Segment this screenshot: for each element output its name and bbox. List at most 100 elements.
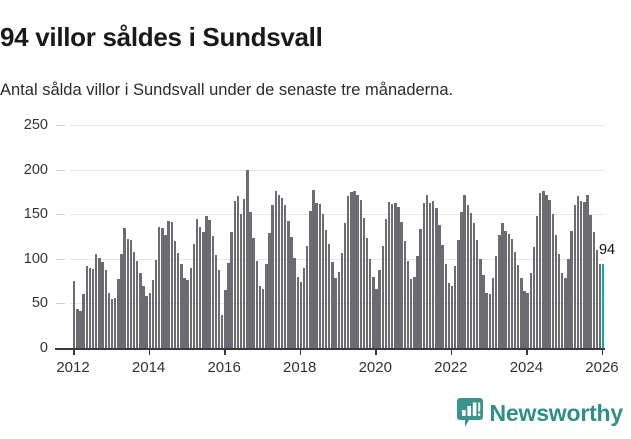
bar — [85, 265, 89, 348]
bar — [195, 218, 199, 348]
y-tick-mark — [56, 214, 65, 216]
bar — [397, 207, 400, 348]
bar — [208, 220, 211, 348]
bar — [306, 246, 309, 348]
x-tick-mark — [148, 348, 151, 355]
bar — [129, 240, 133, 348]
bar — [88, 267, 92, 348]
bar — [331, 262, 334, 348]
bar — [271, 205, 274, 348]
bar — [353, 191, 356, 348]
bar — [516, 265, 520, 348]
bar — [485, 292, 488, 348]
bar — [542, 191, 545, 348]
bar — [79, 311, 82, 348]
bar — [113, 298, 117, 348]
bar — [365, 238, 369, 348]
bar — [523, 290, 526, 348]
bar — [583, 201, 586, 348]
bar — [441, 245, 444, 348]
bar — [378, 269, 381, 348]
bar — [586, 194, 589, 348]
x-tick-label: 2026 — [585, 359, 619, 376]
bar — [548, 199, 551, 348]
bar — [189, 267, 192, 348]
bar — [535, 215, 539, 348]
bar — [466, 205, 470, 348]
x-tick-label: 2024 — [509, 359, 544, 376]
bar — [450, 285, 454, 348]
newsworthy-logo[interactable]: Newsworthy — [456, 398, 623, 428]
bar — [95, 254, 98, 348]
bar — [592, 232, 595, 348]
bar — [312, 190, 315, 348]
x-tick-mark — [526, 348, 528, 355]
bar — [296, 276, 299, 348]
bar — [554, 234, 558, 348]
bar — [513, 251, 517, 348]
bar — [117, 279, 120, 348]
bar — [469, 213, 473, 348]
y-tick-label: 150 — [23, 206, 48, 223]
x-tick-mark — [73, 348, 75, 355]
bar — [76, 308, 79, 348]
bar — [299, 282, 303, 348]
bar — [400, 222, 403, 348]
bar — [520, 277, 523, 348]
x-tick-mark — [299, 348, 302, 355]
bar — [227, 263, 230, 348]
bar — [406, 260, 410, 348]
bar — [192, 243, 196, 348]
bar — [302, 267, 306, 348]
bar — [173, 240, 177, 348]
bar — [350, 191, 353, 348]
bar — [328, 243, 331, 348]
x-tick-mark — [375, 348, 377, 355]
y-tick-label: 250 — [23, 117, 48, 133]
bar — [167, 221, 170, 348]
bar — [564, 278, 567, 348]
bar — [236, 196, 240, 348]
bar — [139, 273, 142, 348]
bar — [280, 198, 284, 348]
bar — [154, 259, 158, 348]
bar — [498, 234, 501, 348]
y-tick-mark — [56, 258, 65, 260]
bar — [479, 258, 482, 348]
bar — [356, 194, 359, 348]
bar — [343, 223, 347, 348]
bar — [375, 289, 378, 348]
bar — [110, 298, 114, 348]
bar — [362, 217, 366, 348]
bar — [589, 215, 592, 348]
y-tick-label: 200 — [23, 161, 48, 178]
y-tick-mark — [56, 169, 65, 171]
bar — [391, 204, 394, 348]
bar — [101, 262, 104, 348]
bar — [183, 278, 186, 348]
bar — [252, 238, 255, 348]
bar — [211, 235, 214, 348]
bar — [567, 258, 570, 348]
bar — [504, 231, 507, 348]
bar — [428, 202, 432, 348]
bar — [290, 236, 293, 348]
bar — [180, 264, 183, 348]
bar — [526, 292, 529, 348]
bar — [435, 207, 438, 348]
bar — [384, 218, 388, 348]
x-tick-label: 2014 — [131, 359, 166, 376]
y-tick-mark — [56, 125, 65, 126]
bar — [315, 202, 318, 348]
gridline — [70, 125, 605, 126]
y-tick-label: 100 — [23, 250, 48, 267]
bar — [258, 285, 262, 348]
bar — [198, 226, 202, 348]
bar — [422, 202, 425, 348]
bar — [501, 223, 504, 348]
bar — [570, 231, 573, 348]
bar — [293, 257, 296, 348]
bar — [507, 233, 510, 348]
bar — [346, 196, 350, 348]
gridline — [70, 258, 605, 260]
